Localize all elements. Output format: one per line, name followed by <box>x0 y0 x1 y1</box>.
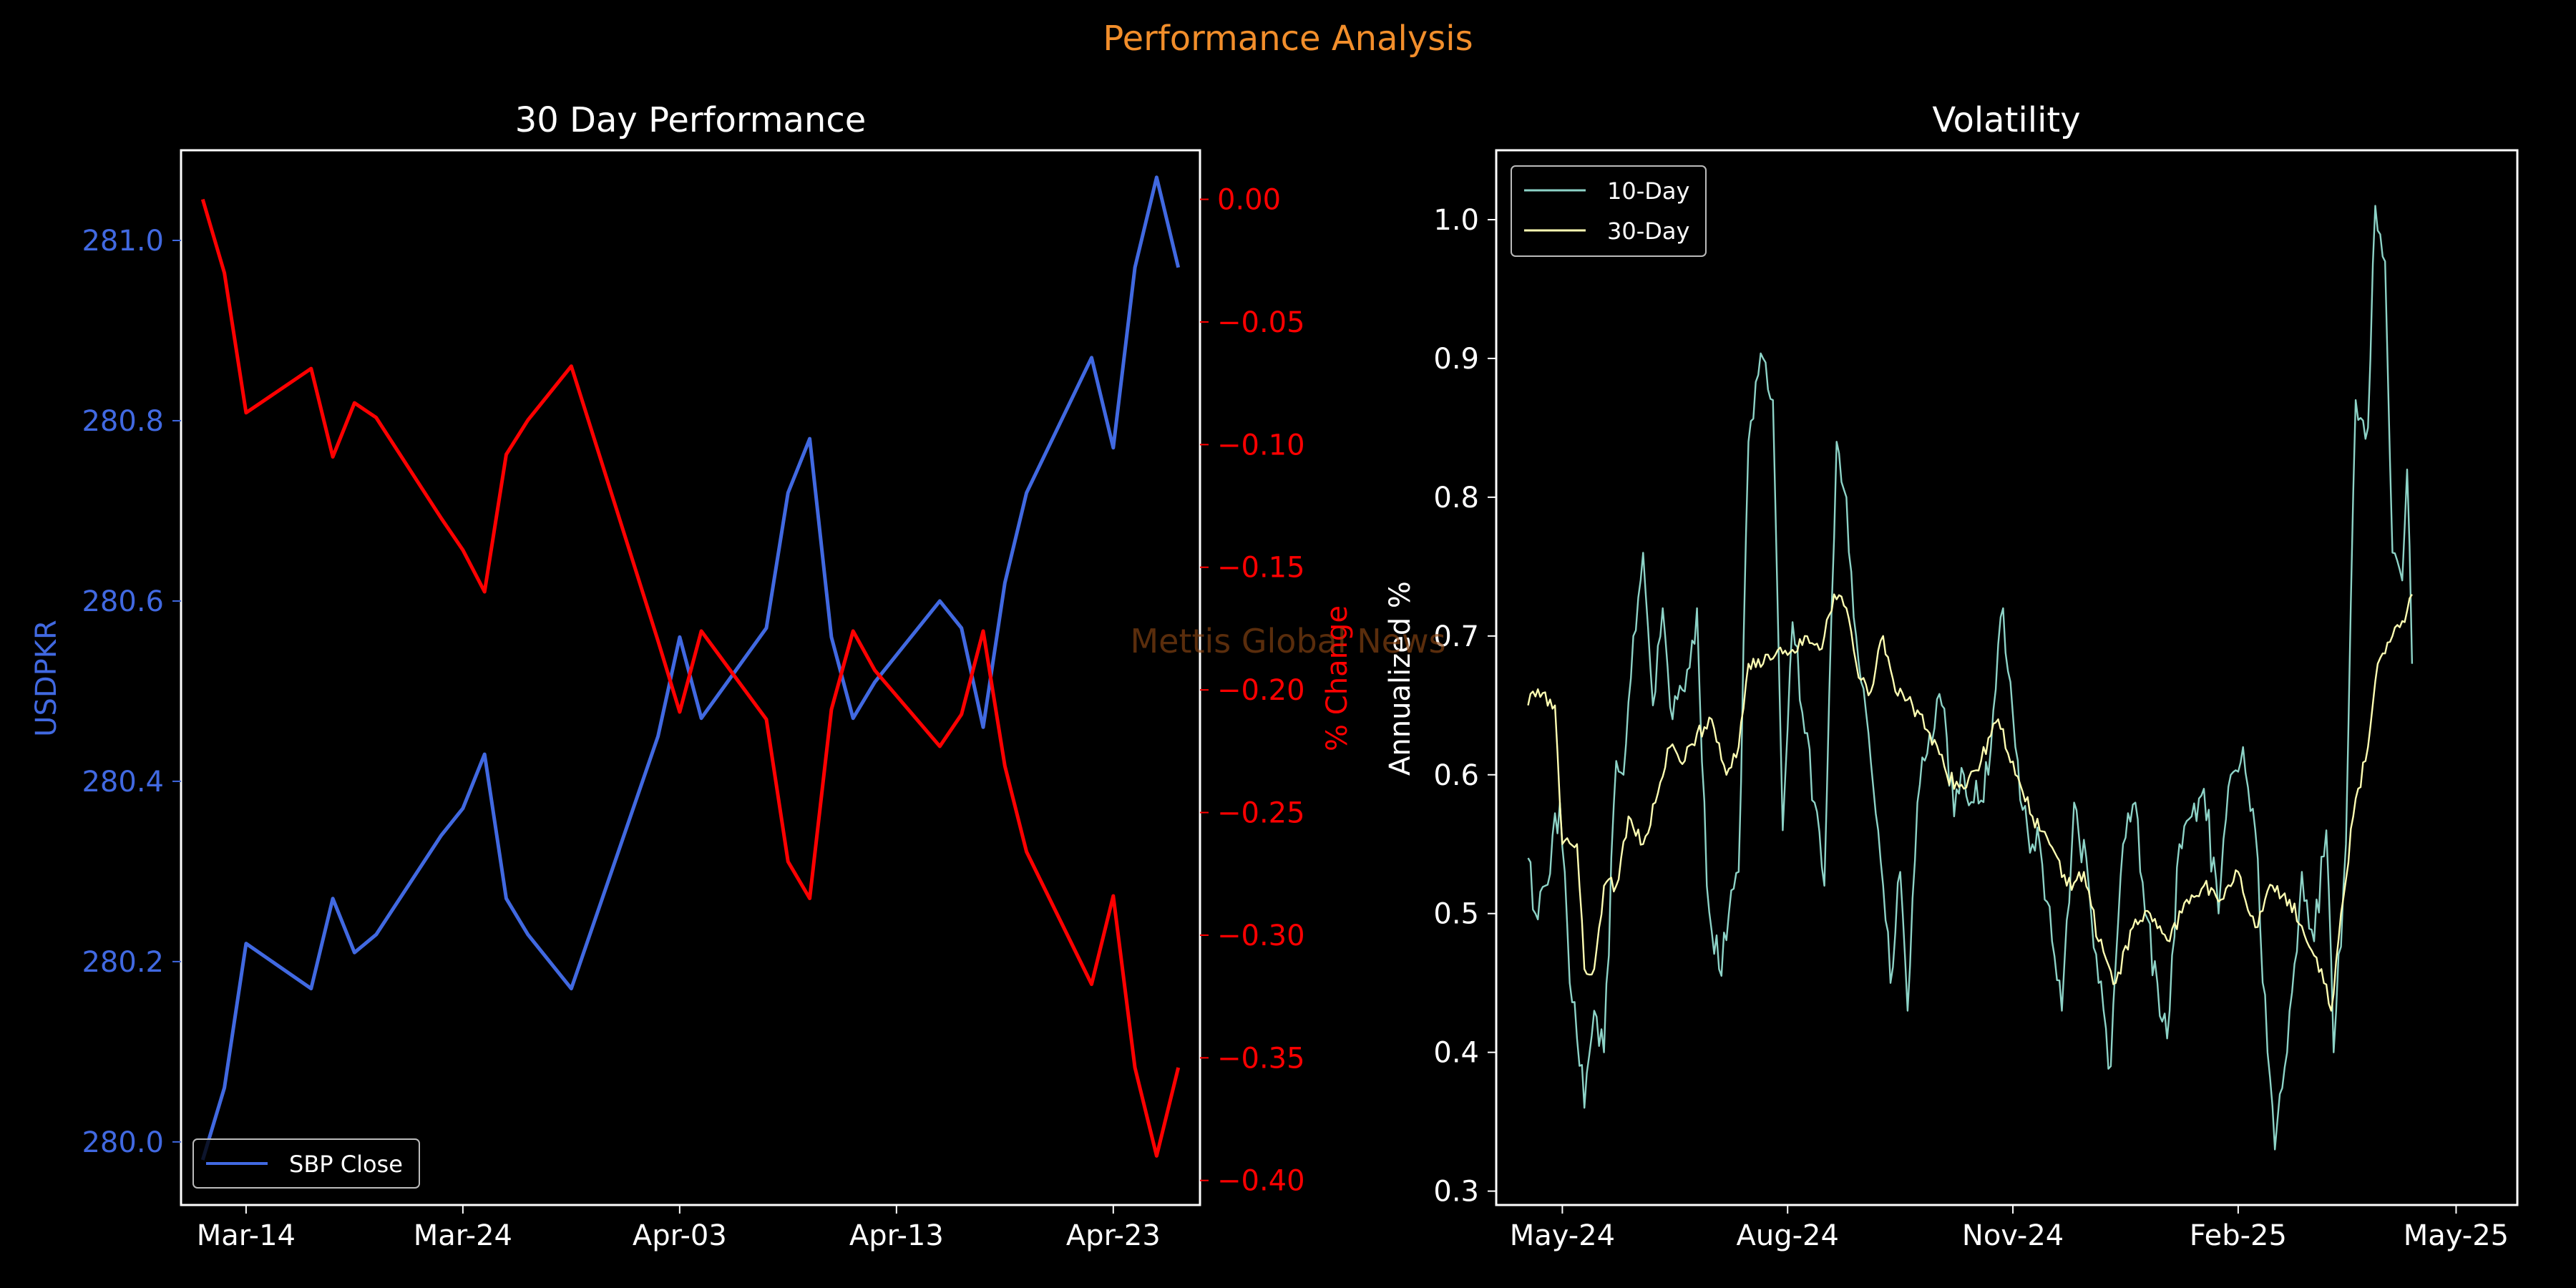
y-tick-label: 280.2 <box>82 946 164 979</box>
y-tick-label: 280.6 <box>82 585 164 618</box>
volatility-legend: 10-Day 30-Day <box>1511 165 1707 257</box>
y-tick-label: 280.8 <box>82 405 164 438</box>
performance-series <box>200 175 1181 1161</box>
y-tick-label: 280.0 <box>82 1126 164 1159</box>
y-tick-label: 0.5 <box>1433 898 1479 931</box>
y2-tick-label: −0.10 <box>1217 429 1305 462</box>
performance-chart-title: 30 Day Performance <box>515 100 867 140</box>
performance-legend: SBP Close <box>192 1138 420 1189</box>
legend-box <box>192 1138 420 1189</box>
x-tick-label: Aug-24 <box>1737 1219 1839 1252</box>
y-tick-label: 1.0 <box>1433 204 1479 237</box>
performance-panel: 30 Day Performance Mar-14 Mar-24 Apr-03 Apr… <box>30 100 1354 1252</box>
series-line-10-day <box>1527 205 2414 1151</box>
y2-tick-label: −0.40 <box>1217 1165 1305 1198</box>
x-tick-label: Nov-24 <box>1962 1219 2064 1252</box>
series-line-30-day <box>1527 593 2413 1012</box>
y2-tick-label: −0.25 <box>1217 797 1305 830</box>
watermark: Mettis Global News <box>1130 622 1445 660</box>
y-tick-label: 280.4 <box>82 766 164 799</box>
legend-box <box>1511 165 1707 257</box>
y-tick-label: 281.0 <box>82 225 164 258</box>
y2-tick-label: −0.35 <box>1217 1042 1305 1075</box>
x-tick-label: Mar-24 <box>414 1219 512 1252</box>
series-line-pct-change <box>200 198 1181 1158</box>
y2-tick-label: −0.20 <box>1217 674 1305 707</box>
performance-axis-ticks: Mar-14 Mar-24 Apr-03 Apr-13 Apr-23 280.0 280.2… <box>82 184 1304 1252</box>
y2-tick-label: 0.00 <box>1217 184 1281 217</box>
usdpkr-axis-label: USDPKR <box>30 620 63 737</box>
x-tick-label: May-24 <box>1510 1219 1615 1252</box>
annualized-axis-label: Annualized % <box>1384 581 1417 776</box>
x-tick-label: Mar-14 <box>197 1219 296 1252</box>
volatility-plot-frame <box>1495 149 2519 1206</box>
y2-tick-label: −0.15 <box>1217 552 1305 585</box>
y-tick-label: 0.4 <box>1433 1037 1479 1070</box>
y-tick-label: 0.9 <box>1433 343 1479 376</box>
x-tick-label: Apr-03 <box>633 1219 727 1252</box>
volatility-panel: Volatility May-24 Aug-24 Nov-24 Feb-25 May-2… <box>1384 100 2519 1252</box>
volatility-series <box>1527 205 2414 1151</box>
x-tick-label: Feb-25 <box>2190 1219 2287 1252</box>
legend-label-sbp-close: SBP Close <box>289 1151 403 1178</box>
y-tick-label: 0.7 <box>1433 620 1479 653</box>
volatility-chart-title: Volatility <box>1932 100 2080 140</box>
figure-title: Performance Analysis <box>1103 19 1473 59</box>
volatility-axis-ticks: May-24 Aug-24 Nov-24 Feb-25 May-25 0.3 0.4 0.5 0… <box>1433 204 2509 1252</box>
y-tick-label: 0.8 <box>1433 482 1479 514</box>
pct-change-axis-label: % Change <box>1321 605 1354 751</box>
x-tick-label: Apr-13 <box>849 1219 944 1252</box>
x-tick-label: May-25 <box>2404 1219 2509 1252</box>
legend-label-30-day: 30-Day <box>1607 218 1689 245</box>
y2-tick-label: −0.30 <box>1217 919 1305 952</box>
y-tick-label: 0.6 <box>1433 759 1479 792</box>
y2-tick-label: −0.05 <box>1217 306 1305 339</box>
legend-label-10-day: 10-Day <box>1607 177 1689 205</box>
x-tick-label: Apr-23 <box>1066 1219 1161 1252</box>
y-tick-label: 0.3 <box>1433 1176 1479 1209</box>
